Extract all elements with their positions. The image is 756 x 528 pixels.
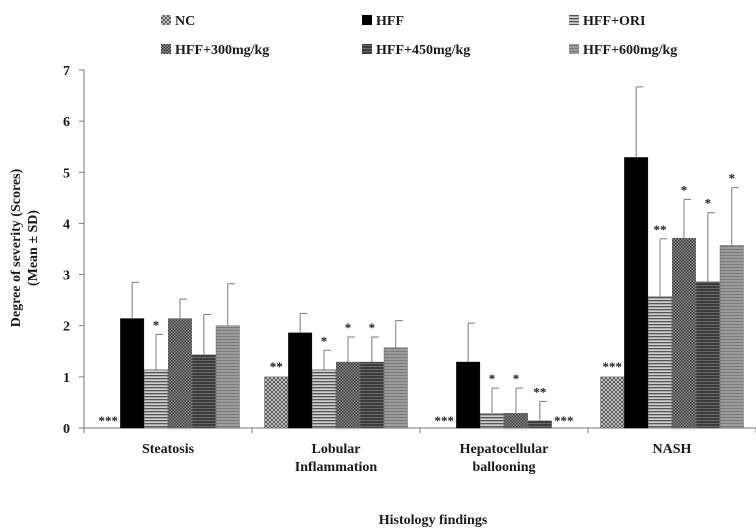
bar — [719, 245, 744, 429]
legend-item: HFF+450mg/kg — [362, 43, 470, 58]
bar — [383, 347, 408, 429]
x-category-label: Inflammation — [295, 460, 378, 475]
significance-label: * — [513, 371, 520, 386]
legend-label: HFF+ORI — [583, 14, 645, 29]
bar — [336, 361, 360, 429]
y-tick-label: 7 — [63, 64, 70, 79]
legend-swatch — [569, 15, 579, 25]
significance-label: * — [321, 333, 328, 348]
y-tick-label: 1 — [63, 371, 70, 386]
x-category-label: Steatosis — [142, 442, 195, 457]
significance-label: * — [705, 196, 712, 211]
significance-label: * — [369, 320, 376, 335]
significance-label: * — [729, 171, 736, 186]
x-axis-title: Histology findings — [379, 513, 488, 528]
y-tick-label: 6 — [63, 115, 70, 130]
bar — [264, 376, 289, 429]
y-tick-label: 5 — [63, 166, 70, 181]
significance-label: * — [489, 371, 496, 386]
bar — [312, 369, 336, 429]
x-category-label: ballooning — [472, 460, 535, 475]
legend: NC HFF HFF+ORI HFF+300mg/kg HFF+450mg/kg HFF+… — [161, 14, 677, 58]
legend-swatch — [362, 44, 372, 54]
x-axis: Steatosis Lobular Inflammation Hepatocellul… — [83, 427, 756, 475]
y-tick-label: 4 — [63, 217, 70, 232]
significance-label: ** — [533, 384, 546, 399]
legend-label: NC — [175, 14, 195, 29]
significance-label: *** — [603, 359, 623, 374]
bar — [624, 157, 649, 429]
plot-area: ******** ***** ************** — [99, 86, 744, 429]
bar — [480, 412, 504, 429]
bar — [288, 332, 313, 429]
legend-label: HFF+600mg/kg — [583, 43, 677, 58]
y-tick-label: 0 — [63, 422, 70, 437]
y-axis-title-line2: (Mean ± SD) — [26, 210, 41, 286]
legend-swatch — [569, 44, 579, 54]
x-category-label: NASH — [653, 442, 692, 457]
legend-item: NC — [161, 14, 195, 29]
significance-label: * — [681, 182, 688, 197]
bar — [695, 281, 720, 429]
bar — [359, 361, 384, 429]
bar — [600, 376, 625, 429]
bar — [504, 412, 528, 429]
y-tick-label: 3 — [63, 269, 70, 284]
bar — [167, 318, 192, 429]
significance-label: * — [153, 317, 160, 332]
significance-label: ** — [654, 222, 667, 237]
legend-label: HFF+450mg/kg — [376, 43, 470, 58]
x-category-label: Lobular — [311, 442, 360, 457]
bar — [215, 325, 240, 429]
legend-item: HFF+ORI — [569, 14, 645, 29]
legend-label: HFF — [376, 14, 404, 29]
significance-label: *** — [99, 413, 119, 428]
significance-label: *** — [435, 413, 455, 428]
legend-swatch — [161, 44, 171, 54]
significance-label: *** — [554, 413, 574, 428]
bar — [456, 361, 481, 429]
legend-item: HFF+300mg/kg — [161, 43, 269, 58]
bar — [144, 369, 169, 429]
significance-label: * — [345, 320, 352, 335]
legend-swatch — [161, 15, 171, 25]
y-tick-label: 2 — [63, 320, 70, 335]
y-axis-title: Degree of severity (Scores) — [9, 168, 24, 327]
bar — [120, 318, 145, 429]
bar — [648, 296, 672, 429]
x-category-label: Hepatocellular — [460, 442, 549, 457]
significance-label: ** — [270, 359, 283, 374]
legend-item: HFF+600mg/kg — [569, 43, 677, 58]
bar — [672, 238, 696, 429]
bar — [527, 420, 552, 429]
y-axis: 0 1 2 3 4 5 6 7 — [63, 64, 85, 437]
legend-item: HFF — [362, 14, 404, 29]
legend-swatch — [362, 15, 372, 25]
bar — [191, 354, 216, 429]
legend-label: HFF+300mg/kg — [175, 43, 269, 58]
